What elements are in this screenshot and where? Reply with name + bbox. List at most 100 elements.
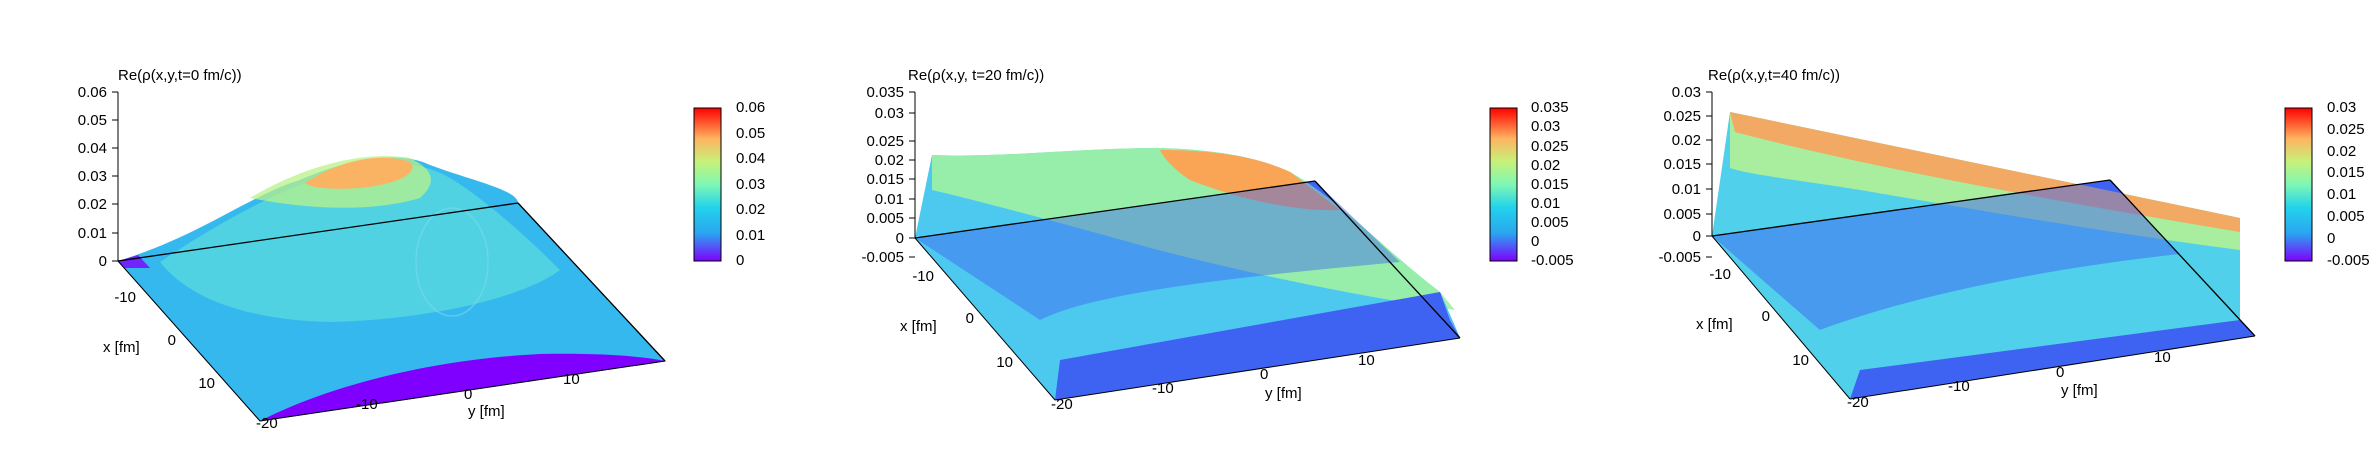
x-tick-label: 0: [1762, 308, 1770, 325]
colorbar-tick-label: 0.02: [2327, 143, 2356, 160]
plot-panel-1: Re(ρ(x,y,t=0 fm/c)) 0 0.01 0.02 0.03 0.0…: [78, 67, 765, 432]
surface: [117, 156, 667, 422]
z-tick-label: 0.005: [866, 210, 904, 227]
z-tick-label: 0: [1693, 228, 1701, 245]
x-tick-label: -10: [114, 289, 136, 306]
y-axis-ticks: -20 -10 0 10 y [fm]: [1051, 352, 1375, 413]
z-tick-label: 0.025: [866, 133, 904, 150]
y-axis-label: y [fm]: [1265, 385, 1302, 402]
x-axis-ticks: -10 0 10 x [fm]: [1696, 266, 1809, 369]
z-tick-label: 0.015: [1663, 156, 1701, 173]
z-tick-label: 0.035: [866, 84, 904, 101]
colorbar-tick-label: 0.015: [1531, 176, 1569, 193]
y-axis-label: y [fm]: [2061, 382, 2098, 399]
x-tick-label: -10: [912, 268, 934, 285]
colorbar-tick-label: -0.005: [2327, 252, 2370, 269]
colorbar: -0.005 0 0.005 0.01 0.015 0.02 0.025 0.0…: [2284, 99, 2370, 269]
z-tick: 0.035: [866, 84, 915, 101]
z-tick: 0.03: [875, 105, 915, 122]
z-tick: 0.05: [78, 112, 118, 129]
plot-panel-2: Re(ρ(x,y, t=20 fm/c)) -0.005 0 0.005 0.0…: [861, 67, 1573, 413]
colorbar-tick-label: 0.02: [736, 201, 765, 218]
z-tick: 0.025: [866, 133, 915, 150]
x-axis-label: x [fm]: [1696, 316, 1733, 333]
colorbar-tick-label: 0.04: [736, 150, 765, 167]
x-tick-label: -10: [1709, 266, 1731, 283]
z-tick: 0.02: [875, 152, 915, 169]
colorbar-tick-label: 0.015: [2327, 164, 2365, 181]
x-tick-label: 10: [198, 375, 215, 392]
colorbar-tick-label: 0.025: [1531, 138, 1569, 155]
z-tick: 0.005: [1663, 206, 1712, 223]
surface: [915, 148, 1460, 400]
z-tick: 0: [1693, 228, 1712, 245]
z-tick-label: 0.04: [78, 140, 107, 157]
z-tick-label: 0.005: [1663, 206, 1701, 223]
colorbar-tick-label: -0.005: [1531, 252, 1574, 269]
y-tick-label: 10: [563, 371, 580, 388]
z-tick: 0.005: [866, 210, 915, 227]
chart-title: Re(ρ(x,y, t=20 fm/c)): [908, 67, 1044, 84]
colorbar-tick-label: 0.03: [1531, 118, 1560, 135]
z-axis-ticks: -0.005 0 0.005 0.01 0.015 0.02 0.025 0.0…: [1658, 84, 1712, 266]
z-tick-label: 0.01: [875, 191, 904, 208]
z-tick-label: 0.03: [78, 168, 107, 185]
plot-panel-3: Re(ρ(x,y,t=40 fm/c)) -0.005 0 0.005 0.01…: [1658, 67, 2369, 411]
y-tick-label: -20: [1051, 396, 1073, 413]
z-tick: 0.02: [1672, 132, 1712, 149]
z-tick-label: 0.03: [875, 105, 904, 122]
z-tick: 0.01: [78, 225, 118, 242]
z-tick: -0.005: [1658, 249, 1712, 266]
colorbar-tick-label: 0.06: [736, 99, 765, 116]
y-tick-label: -10: [1152, 380, 1174, 397]
z-tick: 0.01: [1672, 181, 1712, 198]
z-axis-ticks: 0 0.01 0.02 0.03 0.04 0.05 0.06: [78, 84, 118, 270]
z-tick: 0.015: [866, 171, 915, 188]
surface: [1712, 112, 2255, 399]
z-tick-label: 0.06: [78, 84, 107, 101]
colorbar-tick-label: 0.01: [2327, 186, 2356, 203]
y-tick-label: 0: [2056, 364, 2064, 381]
y-tick-label: 10: [2154, 349, 2171, 366]
axes: [1711, 92, 2256, 400]
x-tick-label: 10: [1792, 352, 1809, 369]
colorbar-tick-label: 0.01: [1531, 195, 1560, 212]
z-tick-label: 0.01: [78, 225, 107, 242]
y-tick-label: 0: [464, 386, 472, 403]
y-axis-label: y [fm]: [468, 403, 505, 420]
x-axis-ticks: -10 0 10 x [fm]: [103, 289, 215, 392]
colorbar-tick-label: 0.03: [2327, 99, 2356, 116]
z-tick: 0.02: [78, 196, 118, 213]
colorbar-gradient: [1489, 107, 1518, 262]
z-tick-label: 0: [99, 253, 107, 270]
z-tick-label: -0.005: [861, 249, 904, 266]
colorbar-tick-label: 0.05: [736, 125, 765, 142]
y-axis-ticks: -20 -10 0 10 y [fm]: [256, 371, 580, 432]
colorbar-tick-label: 0.03: [736, 176, 765, 193]
colorbar: 0 0.01 0.02 0.03 0.04 0.05 0.06: [693, 99, 765, 269]
z-tick-label: 0.03: [1672, 84, 1701, 101]
z-tick: 0.03: [78, 168, 118, 185]
x-axis-label: x [fm]: [900, 318, 937, 335]
z-tick: 0: [896, 230, 915, 247]
y-tick-label: -10: [356, 396, 378, 413]
y-tick-label: -20: [1847, 394, 1869, 411]
z-tick-label: 0.02: [1672, 132, 1701, 149]
z-tick: 0: [99, 253, 118, 270]
z-tick: 0.04: [78, 140, 118, 157]
z-tick-label: -0.005: [1658, 249, 1701, 266]
colorbar-tick-label: 0.035: [1531, 99, 1569, 116]
chart-title: Re(ρ(x,y,t=0 fm/c)): [118, 67, 242, 84]
colorbar-tick-label: 0.02: [1531, 157, 1560, 174]
colorbar-tick-label: 0.01: [736, 227, 765, 244]
y-tick-label: -20: [256, 415, 278, 432]
axes: [914, 92, 1461, 401]
z-tick-label: 0.025: [1663, 108, 1701, 125]
z-axis-ticks: -0.005 0 0.005 0.01 0.015 0.02 0.025 0.0…: [861, 84, 915, 266]
z-tick: -0.005: [861, 249, 915, 266]
colorbar-tick-label: 0: [2327, 230, 2335, 247]
z-tick-label: 0.015: [866, 171, 904, 188]
x-axis-label: x [fm]: [103, 339, 140, 356]
colorbar: -0.005 0 0.005 0.01 0.015 0.02 0.025 0.0…: [1489, 99, 1574, 269]
